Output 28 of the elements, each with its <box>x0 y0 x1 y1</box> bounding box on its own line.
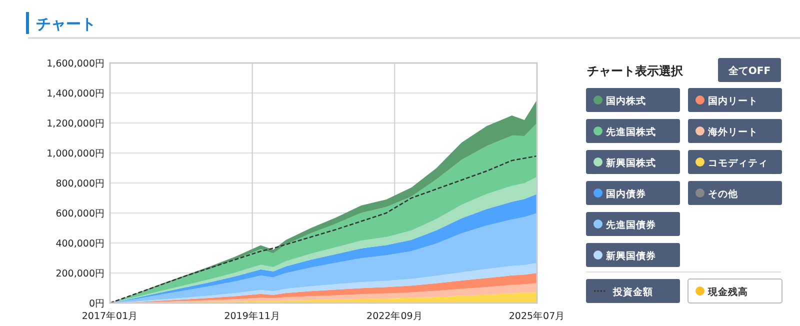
legend-label: 新興国株式 <box>605 157 656 169</box>
y-tick-label: 800,000円 <box>56 178 105 190</box>
text: チャート表示選択 <box>587 64 684 78</box>
legend-label: その他 <box>708 188 739 200</box>
x-tick-label: 2017年01月 <box>82 310 138 322</box>
legend-label: コモディティ <box>708 158 768 169</box>
legend-label: 新興国債券 <box>605 250 657 262</box>
legend-label: 先進国債券 <box>605 219 657 231</box>
legend-label: 国内リート <box>708 95 758 107</box>
y-tick-label: 1,600,000円 <box>46 58 105 70</box>
legend-label: 先進国株式 <box>605 126 656 138</box>
legend-label: 投資金額 <box>612 286 653 298</box>
y-tick-label: 600,000円 <box>56 208 105 220</box>
y-tick-label: 1,400,000円 <box>46 88 105 100</box>
legend-label: 国内株式 <box>606 95 646 107</box>
x-tick-label: 2022年09月 <box>366 310 423 322</box>
text: 全てOFF <box>727 65 771 77</box>
y-tick-label: 1,200,000円 <box>46 118 105 130</box>
legend-label: 国内債券 <box>606 188 647 200</box>
y-tick-label: 200,000円 <box>56 268 105 280</box>
y-tick-label: 400,000円 <box>56 238 105 250</box>
legend-label: 現金残高 <box>707 286 748 298</box>
x-tick-label: 2025年07月 <box>508 310 566 322</box>
x-tick-label: 2019年11月 <box>224 310 280 322</box>
y-tick-label: 0円 <box>88 298 105 310</box>
legend-label: 海外リート <box>707 126 758 138</box>
chart-title: チャート <box>36 15 96 33</box>
y-tick-label: 1,000,000円 <box>46 148 105 160</box>
